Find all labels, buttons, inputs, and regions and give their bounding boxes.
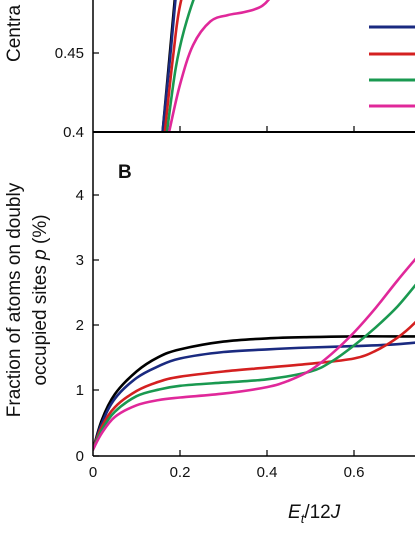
panel-b-y-tick-label-1: 1 [76, 382, 84, 399]
panel-a-curve-navy [161, 0, 177, 132]
panel-divider-ticks [179, 126, 355, 132]
panel-a-curves [161, 0, 271, 132]
panel-b-curve-red [93, 320, 415, 451]
panel-b-label: B [118, 162, 132, 183]
y-axis-title-variable: p [30, 249, 51, 261]
y-axis-title-line2: occupied sites p (%) [30, 214, 51, 385]
panel-b-curve-navy [93, 341, 415, 451]
panel-b-x-tick-label-0.2: 0.2 [170, 464, 191, 481]
panel-a-curve-red [163, 0, 183, 132]
panel-a: 0.45 0.4 Centra [4, 0, 415, 141]
panel-b-y-tick-label-3: 3 [76, 252, 84, 269]
y-axis-title-line2-text: occupied sites [30, 260, 51, 386]
panel-b-curves [93, 257, 415, 451]
panel-a-y-tick-label-0.45: 0.45 [55, 45, 84, 62]
panel-a-y-tick-label-0.4: 0.4 [63, 124, 84, 141]
y-axis-title-line1: Fraction of atoms on doubly [4, 182, 25, 417]
panel-b-y-tick-label-0: 0 [76, 448, 84, 465]
panel-b: 0 1 2 3 4 0 0.2 0.4 0.6 B Fraction of at… [4, 132, 415, 526]
panel-b-x-axis-title: Et/12J [288, 502, 341, 526]
panel-b-x-ticks [179, 450, 355, 456]
x-axis-title-variable-j: J [330, 502, 341, 523]
panel-a-legend [369, 25, 415, 108]
panel-b-curve-magenta [93, 257, 415, 451]
panel-b-x-tick-label-0.6: 0.6 [344, 464, 365, 481]
panel-a-y-axis-title: Centra [4, 5, 25, 62]
panel-a-curve-magenta [167, 0, 271, 132]
panel-b-x-tick-label-0: 0 [89, 464, 97, 481]
x-axis-title-subscript: t [301, 511, 306, 526]
y-axis-title-unit: (%) [30, 214, 51, 249]
panel-b-y-axis-title: Fraction of atoms on doubly occupied sit… [4, 182, 51, 417]
panel-b-y-ticks [93, 194, 99, 457]
panel-a-curve-green [165, 0, 195, 132]
panel-b-y-tick-label-4: 4 [76, 187, 84, 204]
x-axis-title-variable: E [288, 502, 301, 523]
panel-b-y-tick-label-2: 2 [76, 317, 84, 334]
x-axis-title-rest: /12 [304, 502, 330, 523]
panel-b-x-tick-label-0.4: 0.4 [257, 464, 278, 481]
panel-b-curve-green [93, 283, 415, 451]
panel-b-curve-black [93, 335, 415, 451]
